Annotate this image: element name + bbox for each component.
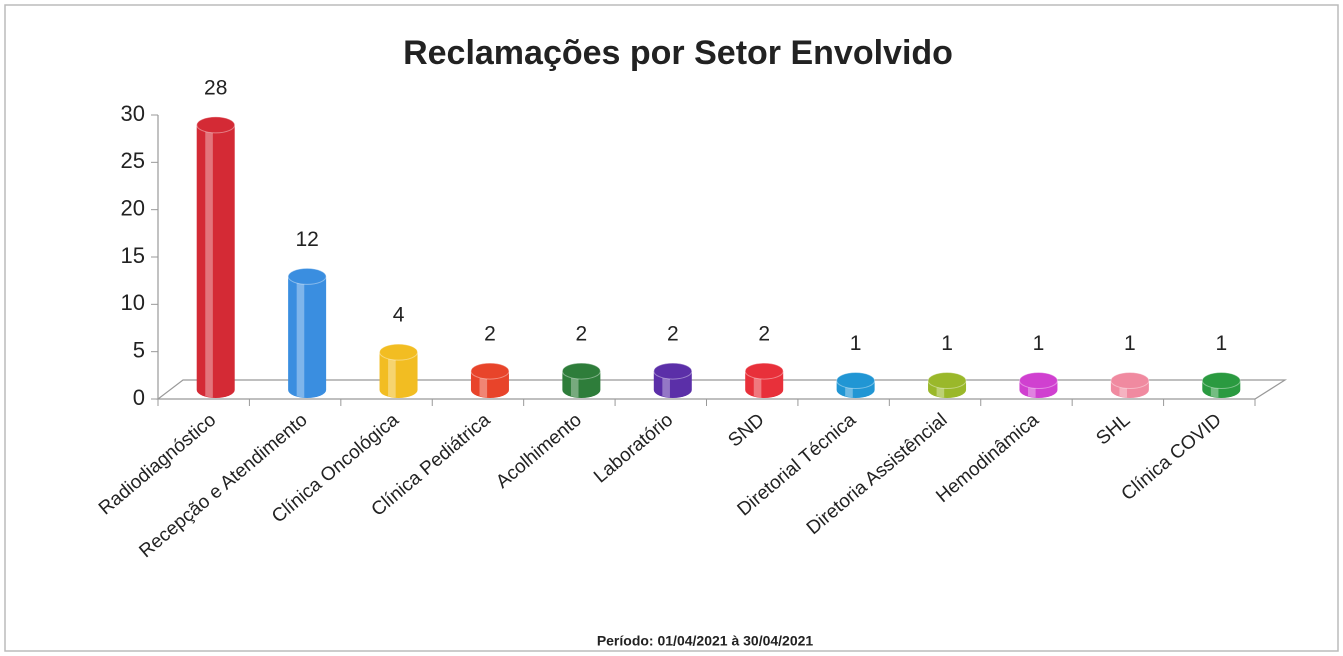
bar-highlight <box>479 373 488 398</box>
value-label: 4 <box>393 304 405 327</box>
value-label: 1 <box>850 332 862 355</box>
bar-highlight <box>662 373 670 398</box>
y-tick-label: 20 <box>121 195 145 220</box>
value-label: 12 <box>295 228 318 251</box>
bar-highlight <box>753 373 762 398</box>
value-label: 1 <box>1215 332 1227 355</box>
value-label: 1 <box>1033 332 1045 355</box>
chart-subtitle: Período: 01/04/2021 à 30/04/2021 <box>597 633 814 649</box>
value-label: 2 <box>667 323 679 346</box>
bar-top <box>927 372 967 390</box>
value-label: 2 <box>758 323 770 346</box>
bar-top <box>1018 372 1058 390</box>
bar-highlight <box>570 373 579 398</box>
bar-top <box>196 116 236 134</box>
bar-top <box>1201 372 1241 390</box>
bar-top <box>836 372 876 390</box>
bar-top <box>379 343 419 361</box>
y-tick-label: 30 <box>121 101 145 126</box>
y-tick-label: 0 <box>133 385 145 410</box>
y-tick-label: 5 <box>133 337 145 362</box>
bar-highlight <box>296 278 305 398</box>
bar-top <box>1110 372 1150 390</box>
bar <box>379 352 418 398</box>
bar-top <box>287 267 327 285</box>
chart-title: Reclamações por Setor Envolvido <box>403 34 953 72</box>
value-label: 2 <box>576 323 588 346</box>
bar-top <box>470 362 510 380</box>
value-label: 1 <box>1124 332 1136 355</box>
bar-top <box>744 362 784 380</box>
value-label: 28 <box>204 76 227 99</box>
bar <box>288 276 327 398</box>
y-tick-label: 10 <box>121 290 145 315</box>
bar-top <box>561 362 601 380</box>
bar-highlight <box>205 126 213 398</box>
bar <box>196 124 235 398</box>
bar-highlight <box>388 354 396 398</box>
bar-top <box>653 362 693 380</box>
y-tick-label: 15 <box>121 243 145 268</box>
value-label: 2 <box>484 323 496 346</box>
value-label: 1 <box>941 332 953 355</box>
y-tick-label: 25 <box>121 148 145 173</box>
